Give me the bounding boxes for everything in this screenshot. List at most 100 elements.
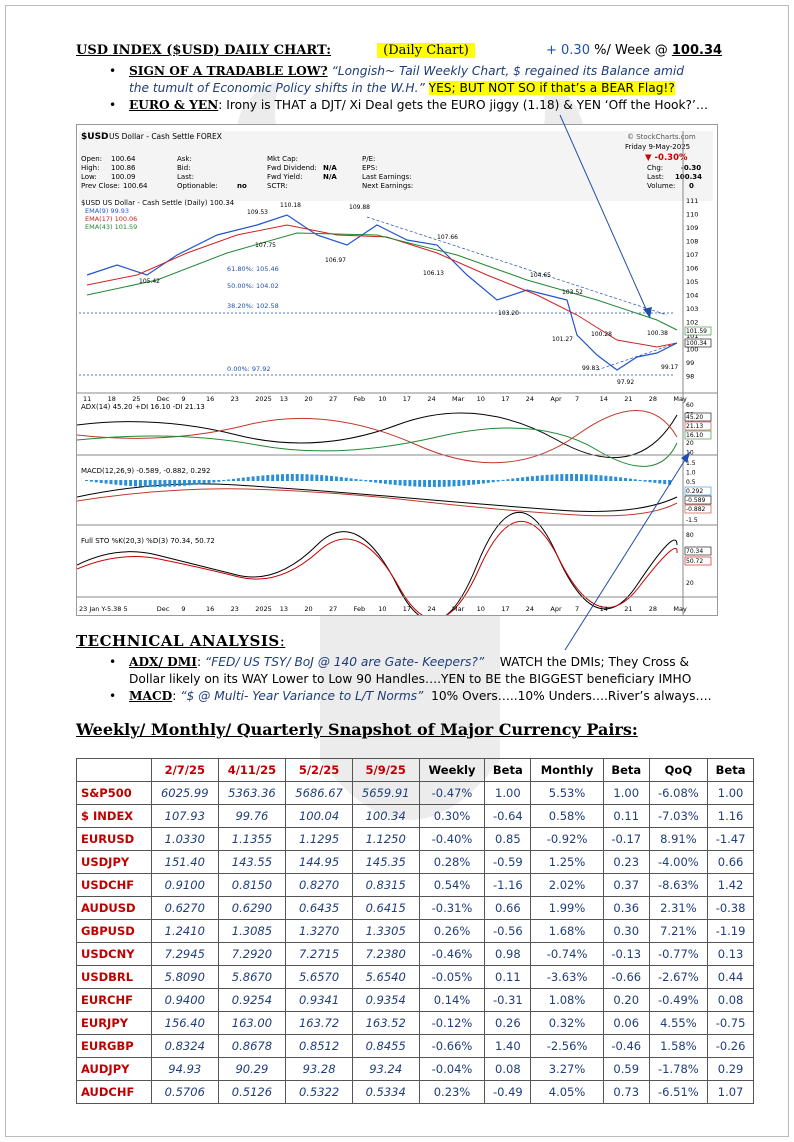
table-cell: 1.00 xyxy=(484,781,532,805)
table-cell: 0.9400 xyxy=(150,988,219,1012)
table-cell: -0.46 xyxy=(602,1034,650,1058)
table-cell: 0.14% xyxy=(418,988,486,1012)
table-cell: 0.5322 xyxy=(285,1080,353,1104)
table-cell: -0.75 xyxy=(707,1011,754,1035)
table-cell: 0.23% xyxy=(418,1080,486,1104)
x-axis-label-bottom: 24 xyxy=(427,605,435,613)
macd-histogram-bar xyxy=(276,474,280,481)
x-axis-label: 9 xyxy=(181,395,185,403)
table-row: EURGBP 0.8324 0.8678 0.8512 0.8455 -0.66% 1.40… xyxy=(76,1034,754,1058)
table-cell: -0.66 xyxy=(602,965,650,989)
table-cell: -0.17 xyxy=(602,827,650,851)
axis-value-tag xyxy=(684,412,712,422)
table-cell: 0.6415 xyxy=(351,896,420,920)
table-cell: 99.76 xyxy=(217,804,287,828)
chart-svg: $USD US Dollar - Cash Settle FOREX © Sto… xyxy=(76,125,717,622)
table-cell: -0.66% xyxy=(418,1034,486,1058)
axis-value-tag-label: 0.292 xyxy=(686,488,703,495)
table-cell: 2.02% xyxy=(530,873,604,897)
x-axis-label-bottom: 27 xyxy=(329,605,337,613)
macd-histogram-bar xyxy=(575,474,578,481)
table-column-header: 5/2/25 xyxy=(285,758,353,782)
table-cell: -0.56 xyxy=(484,919,532,943)
macd-histogram-bar xyxy=(163,480,167,487)
svg-text:100.64: 100.64 xyxy=(123,182,148,190)
sto-axis-label: 20 xyxy=(686,580,694,587)
macd-histogram-bar xyxy=(609,476,613,481)
x-axis-label: 2025 xyxy=(255,395,272,403)
table-body: S&P500 6025.99 5363.36 5686.67 5659.91 -0.47%… xyxy=(76,781,754,1104)
x-axis-label: Feb xyxy=(354,395,366,403)
price-axis-label: 103 xyxy=(686,305,698,313)
table-cell: 1.1355 xyxy=(217,827,287,851)
macd-histogram-bar xyxy=(447,480,451,487)
table-cell: 1.08% xyxy=(530,988,604,1012)
price-annotation: 99.17 xyxy=(661,364,678,371)
macd-histogram-bar xyxy=(232,478,235,481)
x-axis-label: 13 xyxy=(280,395,288,403)
fib-label: 0.00%: 97.92 xyxy=(227,365,271,373)
table-cell: 107.93 xyxy=(150,804,219,828)
macd-histogram-bar xyxy=(628,478,632,481)
macd-histogram-bar xyxy=(643,480,647,482)
table-cell: -2.67% xyxy=(648,965,709,989)
pair-name-cell: EURCHF xyxy=(76,988,152,1012)
axis-value-tag xyxy=(684,421,712,431)
table-cell: -4.00% xyxy=(648,850,709,874)
axis-value-tag-label: 45.20 xyxy=(686,414,703,421)
svg-text:no: no xyxy=(237,182,247,190)
table-row: AUDJPY 94.93 90.29 93.28 93.24 -0.04% 0.08 3.27… xyxy=(76,1057,754,1081)
price-annotation: 103.20 xyxy=(498,310,519,317)
macd-histogram-bar xyxy=(398,480,402,486)
macd-histogram-bar xyxy=(555,474,559,481)
table-cell: 0.8678 xyxy=(217,1034,287,1058)
chart-axes: 1111101091081071061051041031021011009998… xyxy=(83,197,712,613)
x-axis-label: 14 xyxy=(600,395,608,403)
table-cell: 0.06 xyxy=(602,1011,650,1035)
macd-histogram-bar xyxy=(148,480,152,487)
macd-histogram-bar xyxy=(663,480,667,485)
macd-histogram-bar xyxy=(511,478,515,481)
macd-histogram-bar xyxy=(271,474,275,481)
macd-histogram-bar xyxy=(109,480,113,485)
macd-histogram-bar xyxy=(119,480,123,486)
svg-text:Last Earnings:: Last Earnings: xyxy=(362,173,412,181)
svg-text:High:: High: xyxy=(81,164,99,172)
table-row: AUDCHF 0.5706 0.5126 0.5322 0.5334 0.23% -0.49… xyxy=(76,1080,754,1104)
table-cell: 93.24 xyxy=(351,1057,420,1081)
macd-histogram-bar xyxy=(325,475,329,481)
x-axis-label: 21 xyxy=(624,395,632,403)
pair-name-cell: EURJPY xyxy=(76,1011,152,1035)
x-axis-label: 24 xyxy=(526,395,534,403)
table-cell: 0.8150 xyxy=(217,873,287,897)
macd-histogram-bar xyxy=(344,477,348,481)
macd-histogram-bar xyxy=(212,480,216,483)
macd-histogram-bar xyxy=(104,480,108,484)
table-cell: 7.2380 xyxy=(351,942,420,966)
price-axis-label: 98 xyxy=(686,373,694,381)
pair-name-cell: GBPUSD xyxy=(76,919,152,943)
table-cell: 1.99% xyxy=(530,896,604,920)
svg-text:Open:: Open: xyxy=(81,155,102,163)
svg-text:Mkt Cap:: Mkt Cap: xyxy=(267,155,298,163)
macd-histogram-bar xyxy=(251,476,255,481)
macd-histogram-bar xyxy=(315,474,319,481)
macd-legend: MACD(12,26,9) -0.589, -0.882, 0.292 xyxy=(81,467,210,475)
table-cell: 0.11 xyxy=(602,804,650,828)
x-axis-label: 27 xyxy=(329,395,337,403)
table-cell: -0.31 xyxy=(484,988,532,1012)
chart-line xyxy=(86,224,678,348)
macd-histogram-bar xyxy=(227,479,231,481)
table-cell: 1.3085 xyxy=(217,919,287,943)
table-cell: 1.58% xyxy=(648,1034,709,1058)
price-axis-label: 110 xyxy=(686,211,698,219)
pair-name-cell: USDCHF xyxy=(76,873,152,897)
table-cell: 144.95 xyxy=(285,850,353,874)
table-cell: 5686.67 xyxy=(285,781,353,805)
macd-histogram-bar xyxy=(183,480,186,486)
price-axis-label: 111 xyxy=(686,197,698,205)
table-cell: 7.2715 xyxy=(285,942,353,966)
axis-value-tag-label: 21.13 xyxy=(686,423,703,430)
macd-histogram-bar xyxy=(432,480,436,487)
x-axis-label-bottom: 21 xyxy=(624,605,632,613)
